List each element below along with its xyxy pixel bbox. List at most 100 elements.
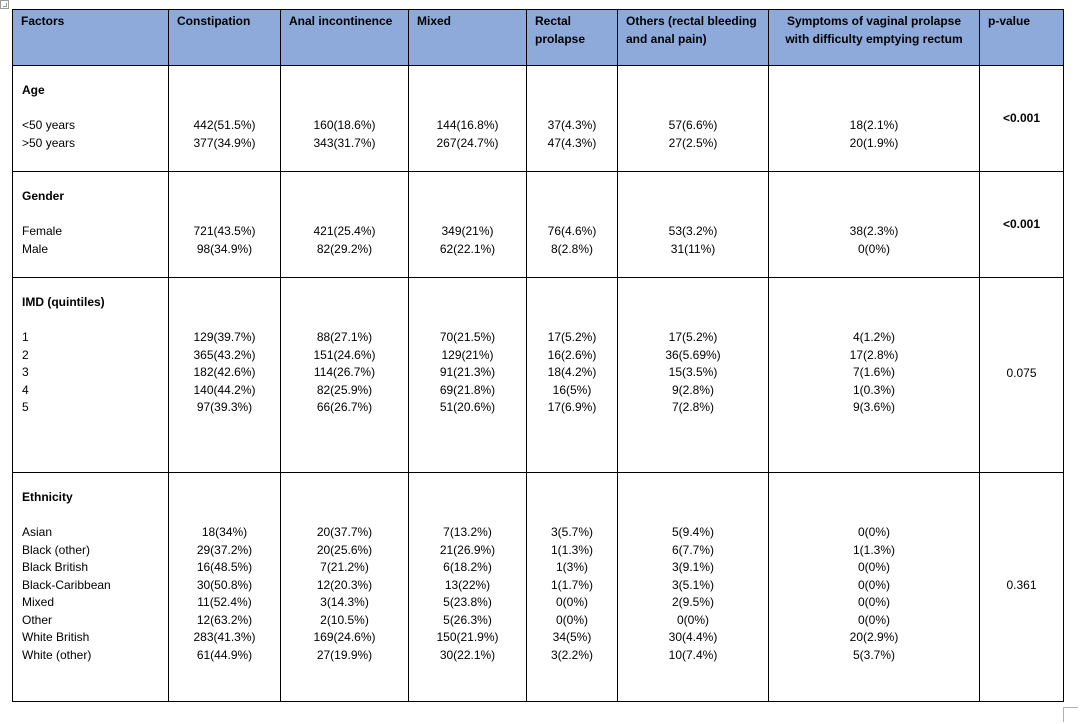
mixed-cell: 349(21%) 62(22.1%) — [408, 171, 527, 278]
p-value-text: 0.075 — [1006, 366, 1037, 380]
others-cell: 57(6.6%) 27(2.5%) — [617, 65, 769, 172]
category-label: Male — [22, 241, 49, 256]
factors-table: Factors Constipation Anal incontinence M… — [12, 9, 1064, 702]
value-text: 7(21.2%) — [320, 560, 369, 574]
value-text: 61(44.9%) — [196, 647, 253, 662]
group-row: Ethnicity Asian Black (other) Black British… — [12, 472, 1064, 702]
vaginal-prolapse-cell: 4(1.2%) 17(2.8%) 7(1.6%) 1(0.3%) 9(3.6%) — [768, 277, 980, 473]
value-text: 62(22.1%) — [439, 241, 496, 256]
mixed-values: 144(16.8%) 267(24.7%) — [418, 117, 517, 152]
value-text: 57(6.6%) — [668, 118, 718, 132]
value-text: 442(51.5%) — [193, 118, 256, 132]
value-text: 169(24.6%) — [313, 630, 376, 644]
category-label: Black (other) — [22, 542, 91, 557]
value-text: 1(1.7%) — [550, 577, 594, 592]
value-text: 30(4.4%) — [668, 630, 718, 644]
others-values: 57(6.6%) 27(2.5%) — [627, 117, 759, 152]
factor-cell: Gender Female Male — [12, 171, 169, 278]
value-text: 82(25.9%) — [316, 382, 373, 397]
value-text: 0(0%) — [857, 612, 890, 627]
value-text: 30(22.1%) — [439, 647, 496, 662]
resize-corner-icon — [1063, 707, 1078, 722]
value-text: 17(5.2%) — [547, 330, 597, 344]
constipation-values: 442(51.5%) 377(34.9%) — [178, 117, 271, 152]
others-cell: 53(3.2%) 31(11%) — [617, 171, 769, 278]
value-text: 151(24.6%) — [313, 347, 376, 362]
vaginal-prolapse-values: 4(1.2%) 17(2.8%) 7(1.6%) 1(0.3%) 9(3.6%) — [778, 329, 970, 417]
value-text: 12(63.2%) — [196, 612, 253, 627]
constipation-cell: 442(51.5%) 377(34.9%) — [168, 65, 281, 172]
rectal-prolapse-values: 37(4.3%) 47(4.3%) — [536, 117, 608, 152]
rectal-prolapse-cell: 76(4.6%) 8(2.8%) — [526, 171, 618, 278]
value-text: 98(34.9%) — [196, 241, 253, 256]
category-label: Black British — [22, 560, 89, 574]
value-text: 11(52.4%) — [197, 595, 252, 609]
value-text: 47(4.3%) — [547, 135, 597, 150]
value-text: 9(3.6%) — [852, 400, 896, 414]
rectal-prolapse-cell: 3(5.7%) 1(1.3%) 1(3%) 1(1.7%) 0(0%) 0(0%) 34(5… — [526, 472, 618, 702]
value-text: 1(3%) — [555, 560, 588, 574]
constipation-values: 18(34%) 29(37.2%) 16(48.5%) 30(50.8%) 11(52.… — [178, 524, 271, 664]
value-text: 29(37.2%) — [196, 542, 253, 557]
value-text: 0(0%) — [857, 560, 890, 574]
value-text: 17(6.9%) — [547, 400, 597, 414]
category-label: White (other) — [22, 647, 92, 662]
value-text: 721(43.5%) — [193, 224, 256, 238]
group-row: Age <50 years >50 years 442(51.5%) 377(34.9%… — [12, 65, 1064, 172]
table-move-handle-icon[interactable] — [0, 0, 9, 9]
value-text: 27(19.9%) — [316, 647, 373, 662]
constipation-values: 721(43.5%) 98(34.9%) — [178, 223, 271, 258]
value-text: 7(2.8%) — [671, 400, 715, 414]
anal-incontinence-values: 20(37.7%) 20(25.6%) 7(21.2%) 12(20.3%) 3(14.… — [290, 524, 399, 664]
category-label: <50 years — [22, 118, 76, 132]
value-text: 82(29.2%) — [316, 241, 373, 256]
category-label: White British — [22, 630, 90, 644]
factor-cell: IMD (quintiles) 1 2 3 4 5 — [12, 277, 169, 473]
value-text: 21(26.9%) — [439, 542, 496, 557]
value-text: 20(2.9%) — [849, 630, 899, 644]
vaginal-prolapse-values: 18(2.1%) 20(1.9%) — [778, 117, 970, 152]
rectal-prolapse-values: 17(5.2%) 16(2.6%) 18(4.2%) 16(5%) 17(6.9%) — [536, 329, 608, 417]
value-text: 3(2.2%) — [550, 647, 594, 662]
anal-incontinence-cell: 421(25.4%) 82(29.2%) — [280, 171, 409, 278]
mixed-values: 349(21%) 62(22.1%) — [418, 223, 517, 258]
value-text: 3(14.3%) — [320, 595, 369, 609]
value-text: 31(11%) — [670, 241, 716, 256]
value-text: 267(24.7%) — [436, 135, 499, 150]
group-title: IMD (quintiles) — [22, 295, 105, 309]
category-label: Female — [22, 224, 63, 238]
value-text: 8(2.8%) — [550, 241, 594, 256]
p-value-cell: <0.001 — [979, 171, 1064, 278]
value-text: 0(0%) — [857, 577, 890, 592]
header-rectal-prolapse: Rectal prolapse — [526, 9, 618, 66]
value-text: 3(9.1%) — [671, 560, 715, 574]
header-anal-incontinence: Anal incontinence — [280, 9, 409, 66]
vaginal-prolapse-cell: 18(2.1%) 20(1.9%) — [768, 65, 980, 172]
value-text: 16(48.5%) — [196, 560, 253, 574]
value-text: 27(2.5%) — [668, 135, 718, 150]
anal-incontinence-cell: 20(37.7%) 20(25.6%) 7(21.2%) 12(20.3%) 3(14.… — [280, 472, 409, 702]
anal-incontinence-values: 421(25.4%) 82(29.2%) — [290, 223, 399, 258]
header-others: Others (rectal bleeding and anal pain) — [617, 9, 769, 66]
rectal-prolapse-cell: 37(4.3%) 47(4.3%) — [526, 65, 618, 172]
value-text: 91(21.3%) — [439, 365, 496, 379]
group-row: Gender Female Male 721(43.5%) 98(34.9%) 421(2… — [12, 171, 1064, 278]
category-list: <50 years >50 years — [22, 117, 159, 152]
header-vaginal-prolapse: Symptoms of vaginal prolapse with diffic… — [768, 9, 980, 66]
value-text: 0(0%) — [555, 595, 588, 609]
value-text: 5(9.4%) — [671, 525, 715, 539]
value-text: 88(27.1%) — [316, 330, 373, 344]
value-text: 97(39.3%) — [196, 400, 253, 414]
mixed-cell: 7(13.2%) 21(26.9%) 6(18.2%) 13(22%) 5(23.8%)… — [408, 472, 527, 702]
value-text: 5(26.3%) — [443, 612, 492, 627]
mixed-values: 70(21.5%) 129(21%) 91(21.3%) 69(21.8%) 51(20… — [418, 329, 517, 417]
data-table-container: Factors Constipation Anal incontinence M… — [12, 9, 1064, 702]
value-text: 69(21.8%) — [439, 382, 496, 397]
group-title: Age — [22, 83, 45, 97]
value-text: 0(0%) — [857, 595, 890, 609]
header-row: Factors Constipation Anal incontinence M… — [12, 9, 1064, 66]
value-text: 349(21%) — [441, 224, 494, 238]
mixed-cell: 144(16.8%) 267(24.7%) — [408, 65, 527, 172]
others-values: 53(3.2%) 31(11%) — [627, 223, 759, 258]
p-value-text: 0.361 — [1006, 578, 1037, 592]
